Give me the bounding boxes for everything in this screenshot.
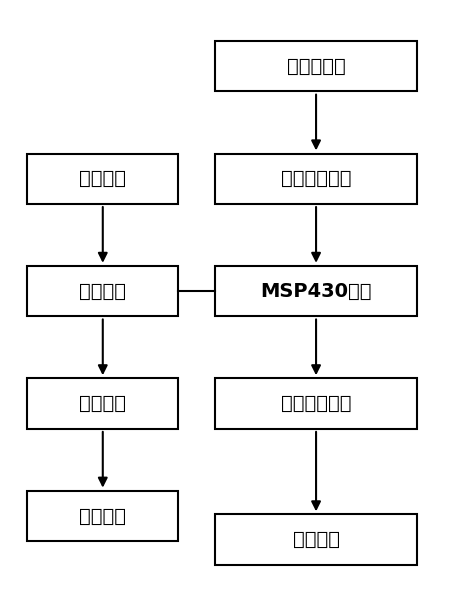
Text: 电流互感器: 电流互感器 bbox=[287, 57, 346, 76]
FancyBboxPatch shape bbox=[215, 266, 417, 316]
Text: 数据处理: 数据处理 bbox=[79, 281, 126, 301]
FancyBboxPatch shape bbox=[27, 491, 178, 541]
Text: 故障输出: 故障输出 bbox=[79, 506, 126, 526]
Text: 电流采样: 电流采样 bbox=[79, 169, 126, 188]
FancyBboxPatch shape bbox=[215, 514, 417, 565]
FancyBboxPatch shape bbox=[215, 379, 417, 428]
Text: 故障指示: 故障指示 bbox=[292, 530, 340, 549]
FancyBboxPatch shape bbox=[215, 41, 417, 91]
FancyBboxPatch shape bbox=[27, 379, 178, 428]
FancyBboxPatch shape bbox=[27, 266, 178, 316]
Text: MSP430芯片: MSP430芯片 bbox=[260, 281, 372, 301]
Text: 模拟信号处理: 模拟信号处理 bbox=[281, 169, 351, 188]
FancyBboxPatch shape bbox=[27, 154, 178, 204]
FancyBboxPatch shape bbox=[215, 154, 417, 204]
Text: 故障判定: 故障判定 bbox=[79, 394, 126, 413]
Text: 故障指示驱动: 故障指示驱动 bbox=[281, 394, 351, 413]
